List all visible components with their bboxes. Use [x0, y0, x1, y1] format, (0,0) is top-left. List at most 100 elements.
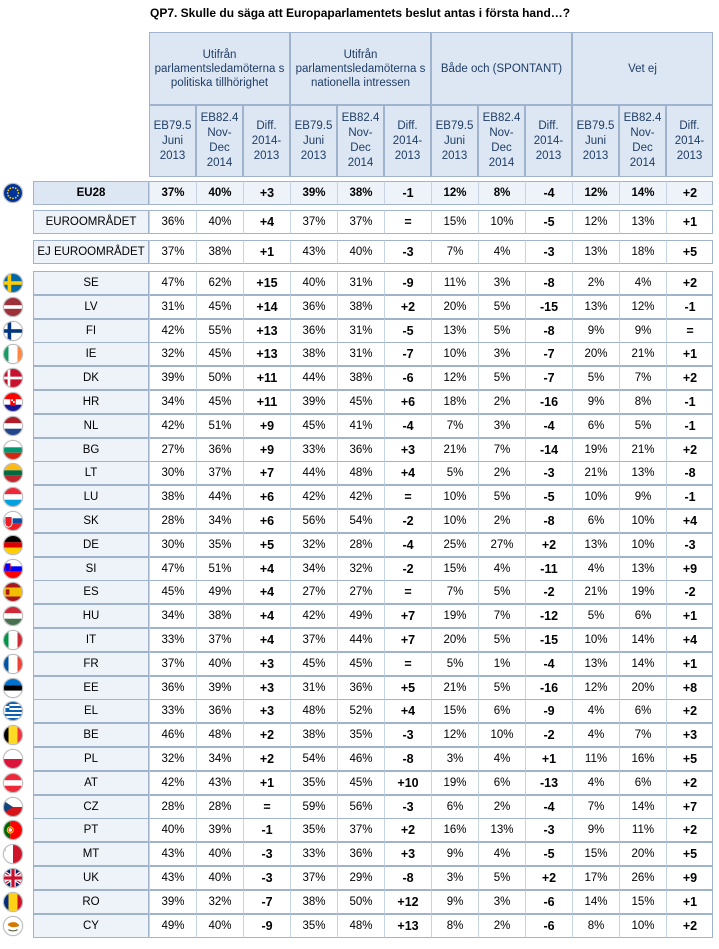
- value-cell: 11%: [619, 818, 666, 843]
- value-cell: 51%: [196, 413, 243, 438]
- row-label: LV: [33, 294, 149, 319]
- column-subheader: Diff. 2014-2013: [525, 105, 572, 177]
- group-header: Utifrån parlamentsledamöterna s politisk…: [149, 32, 290, 105]
- flag-mt-icon: [3, 844, 23, 865]
- value-cell: 6%: [572, 413, 619, 438]
- value-cell: 14%: [619, 181, 666, 205]
- value-cell: 33%: [149, 699, 196, 724]
- diff-cell: -4: [525, 413, 572, 438]
- diff-cell: +11: [243, 390, 290, 414]
- value-cell: 37%: [149, 651, 196, 676]
- column-subheader: EB79.5 Juni 2013: [572, 105, 619, 177]
- value-cell: 40%: [149, 818, 196, 843]
- value-cell: 39%: [290, 181, 337, 205]
- value-cell: 8%: [431, 913, 478, 938]
- row-label: DE: [33, 532, 149, 557]
- value-cell: 34%: [149, 604, 196, 629]
- diff-cell: +7: [384, 604, 431, 629]
- diff-cell: -1: [666, 485, 713, 510]
- value-cell: 6%: [619, 770, 666, 795]
- diff-cell: -8: [384, 747, 431, 771]
- value-cell: 29%: [337, 866, 384, 890]
- value-cell: 36%: [149, 210, 196, 234]
- diff-cell: =: [384, 485, 431, 510]
- value-cell: 28%: [196, 794, 243, 819]
- value-cell: 34%: [290, 556, 337, 581]
- value-cell: 5%: [478, 485, 525, 510]
- diff-cell: -3: [384, 794, 431, 819]
- flag-cz-icon: [3, 796, 23, 817]
- value-cell: 5%: [478, 294, 525, 319]
- diff-cell: -4: [384, 413, 431, 438]
- value-cell: 3%: [431, 747, 478, 771]
- value-cell: 3%: [478, 271, 525, 295]
- value-cell: 42%: [337, 485, 384, 510]
- value-cell: 2%: [572, 271, 619, 295]
- diff-cell: +4: [243, 210, 290, 234]
- value-cell: 10%: [431, 485, 478, 510]
- diff-cell: +1: [243, 240, 290, 264]
- column-subheader: EB79.5 Juni 2013: [149, 105, 196, 177]
- row-label: IE: [33, 342, 149, 367]
- diff-cell: +2: [666, 366, 713, 391]
- diff-cell: +2: [666, 271, 713, 295]
- value-cell: 31%: [290, 675, 337, 700]
- diff-cell: -3: [384, 240, 431, 264]
- value-cell: 38%: [290, 889, 337, 914]
- value-cell: 4%: [478, 240, 525, 264]
- diff-cell: -16: [525, 675, 572, 700]
- value-cell: 21%: [619, 437, 666, 462]
- value-cell: 20%: [431, 628, 478, 652]
- flag-sk-icon: [3, 511, 23, 531]
- diff-cell: +2: [666, 913, 713, 938]
- value-cell: 55%: [196, 318, 243, 343]
- value-cell: 7%: [431, 240, 478, 264]
- diff-cell: +13: [384, 913, 431, 938]
- value-cell: 49%: [149, 913, 196, 938]
- value-cell: 44%: [196, 485, 243, 510]
- value-cell: 56%: [337, 794, 384, 819]
- diff-cell: -3: [666, 532, 713, 557]
- value-cell: 1%: [478, 651, 525, 676]
- diff-cell: +1: [666, 651, 713, 676]
- diff-cell: +7: [243, 461, 290, 486]
- value-cell: 59%: [290, 794, 337, 819]
- row-label: MT: [33, 842, 149, 867]
- diff-cell: +2: [243, 747, 290, 771]
- diff-cell: -14: [525, 437, 572, 462]
- flag-be-icon: [3, 725, 23, 746]
- value-cell: 19%: [431, 770, 478, 795]
- value-cell: 49%: [337, 604, 384, 629]
- diff-cell: +2: [384, 294, 431, 319]
- value-cell: 2%: [478, 509, 525, 533]
- diff-cell: -3: [525, 818, 572, 843]
- row-label: IT: [33, 628, 149, 652]
- diff-cell: +3: [243, 651, 290, 676]
- value-cell: 7%: [431, 580, 478, 605]
- value-cell: 45%: [337, 390, 384, 414]
- value-cell: 31%: [149, 294, 196, 319]
- flag-si-icon: [3, 558, 23, 579]
- diff-cell: +11: [243, 366, 290, 391]
- value-cell: 12%: [572, 181, 619, 205]
- value-cell: 14%: [619, 628, 666, 652]
- diff-cell: +7: [666, 794, 713, 819]
- flag-fr-icon: [3, 653, 23, 674]
- diff-cell: +5: [666, 842, 713, 867]
- value-cell: 40%: [196, 866, 243, 890]
- value-cell: 15%: [431, 699, 478, 724]
- diff-cell: +9: [666, 556, 713, 581]
- value-cell: 9%: [431, 889, 478, 914]
- diff-cell: -9: [384, 271, 431, 295]
- value-cell: 5%: [478, 675, 525, 700]
- value-cell: 36%: [196, 699, 243, 724]
- value-cell: 43%: [149, 842, 196, 867]
- value-cell: 37%: [196, 461, 243, 486]
- diff-cell: -8: [666, 461, 713, 486]
- value-cell: 38%: [337, 366, 384, 391]
- diff-cell: -7: [525, 342, 572, 367]
- value-cell: 37%: [196, 628, 243, 652]
- row-label: AT: [33, 770, 149, 795]
- column-subheader: EB82.4 Nov-Dec 2014: [337, 105, 384, 177]
